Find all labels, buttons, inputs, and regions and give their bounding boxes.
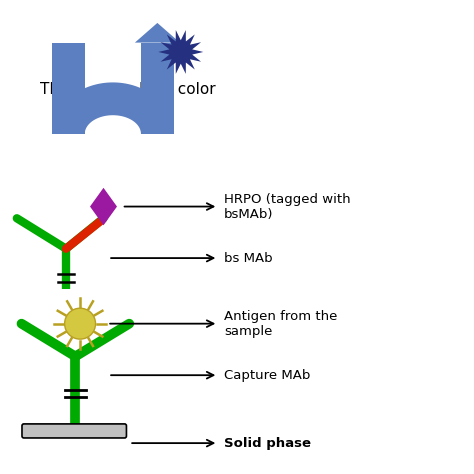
Text: TMB: TMB [40, 82, 73, 97]
Text: Solid phase: Solid phase [224, 437, 311, 450]
FancyBboxPatch shape [22, 424, 127, 438]
Polygon shape [158, 30, 203, 74]
Polygon shape [52, 43, 85, 134]
Text: HRPO (tagged with
bsMAb): HRPO (tagged with bsMAb) [224, 192, 350, 220]
Polygon shape [90, 188, 117, 225]
Polygon shape [141, 43, 174, 134]
Circle shape [64, 308, 96, 339]
Text: Antigen from the
sample: Antigen from the sample [224, 310, 337, 337]
Text: Blue color: Blue color [138, 82, 215, 97]
Text: bs MAb: bs MAb [224, 252, 273, 264]
Text: Capture MAb: Capture MAb [224, 369, 310, 382]
Polygon shape [52, 82, 174, 134]
Polygon shape [135, 23, 180, 43]
